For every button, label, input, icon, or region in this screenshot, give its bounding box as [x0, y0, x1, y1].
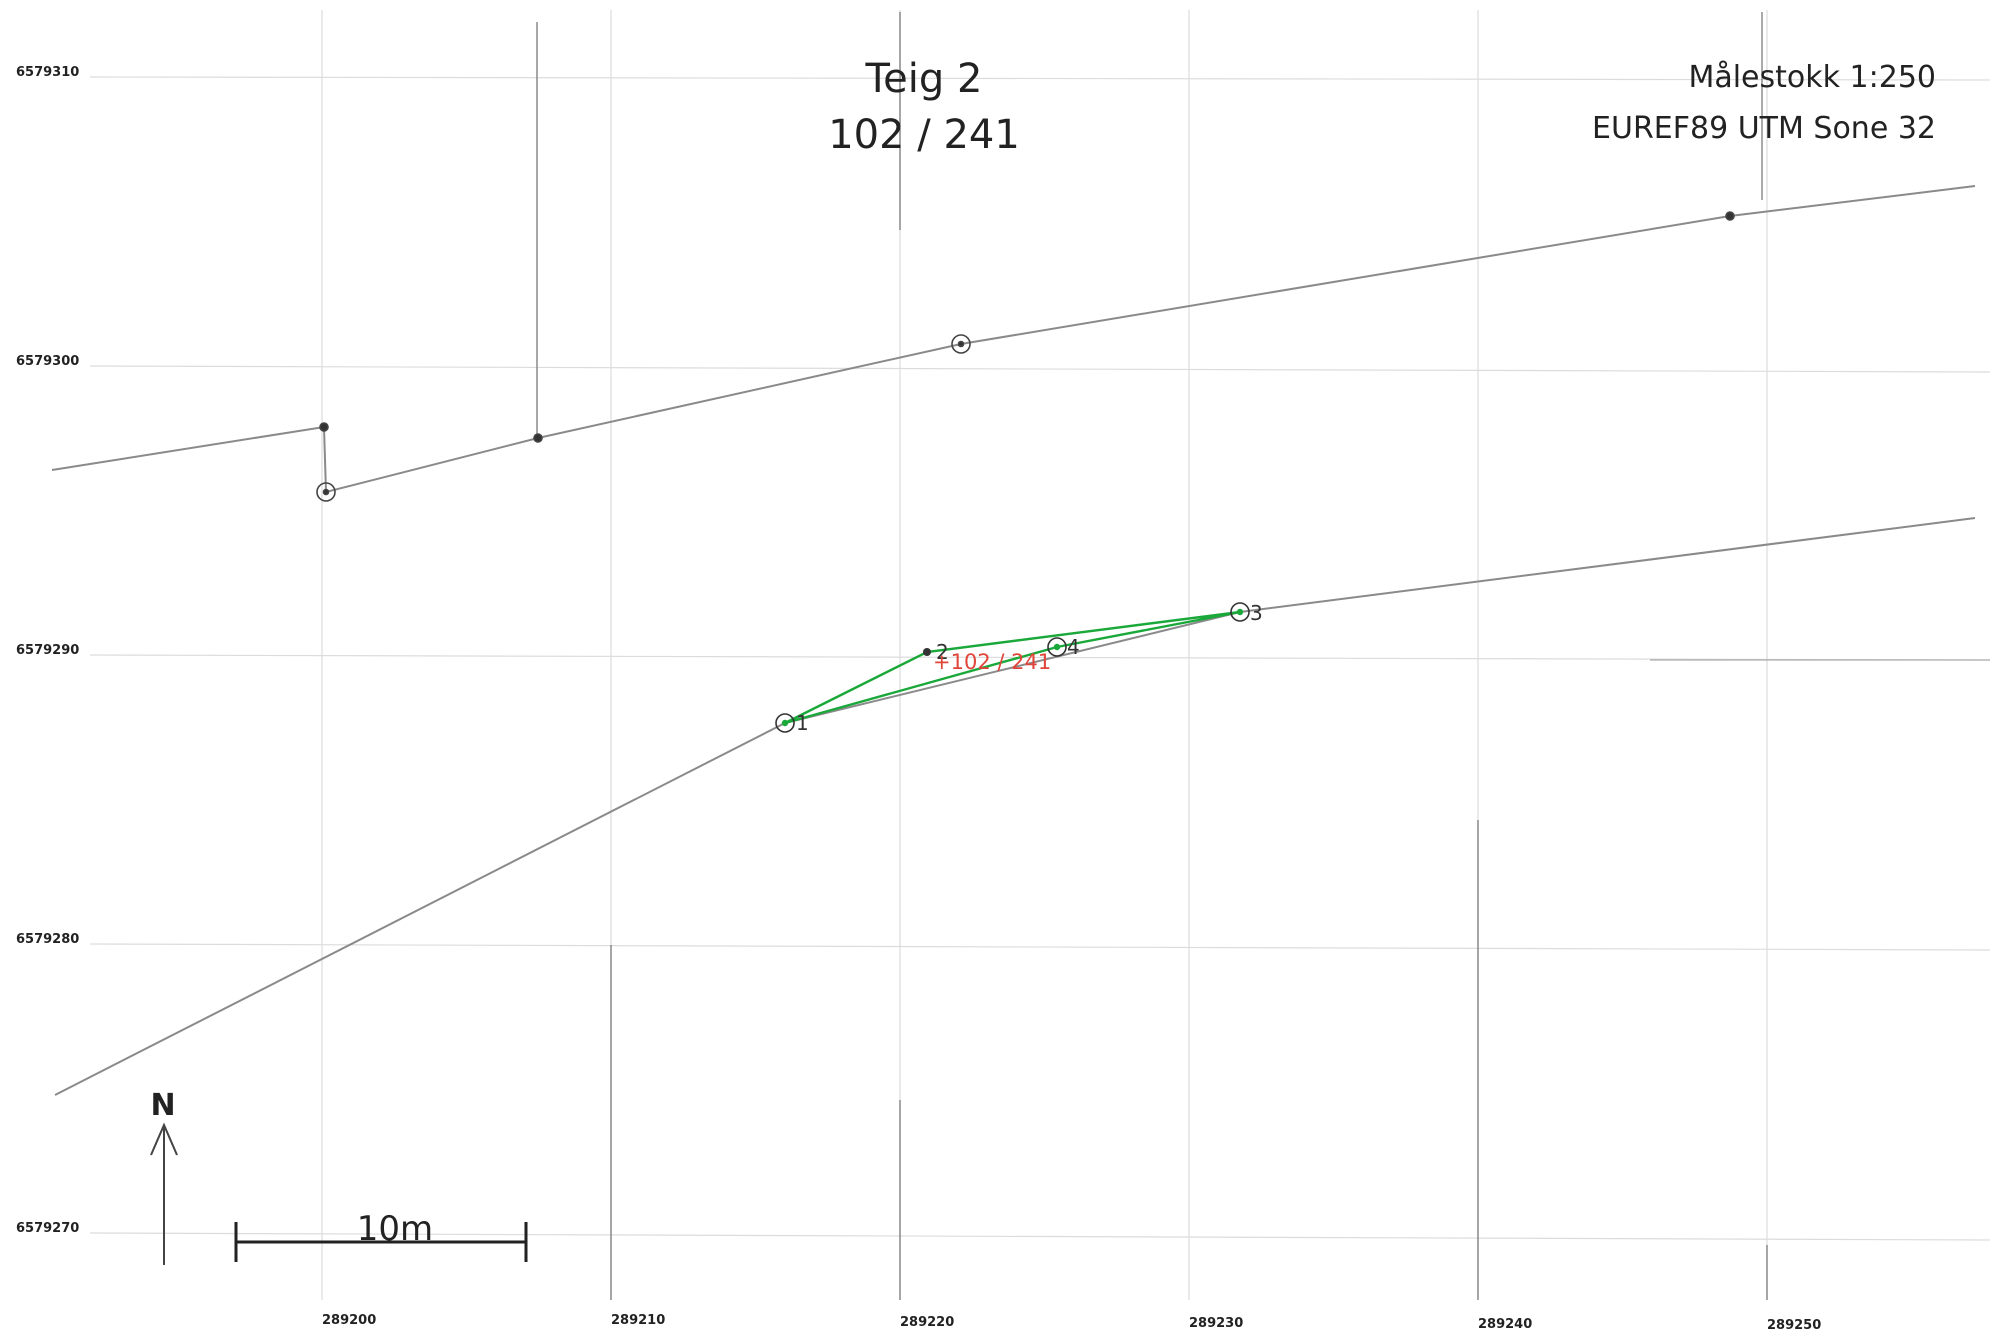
- scale-bar: 10m: [234, 1209, 528, 1262]
- y-tick-label: 6579310: [16, 65, 79, 80]
- y-tick-label: 6579270: [16, 1221, 79, 1236]
- x-tick-label: 289250: [1767, 1318, 1821, 1333]
- marker-ring: [316, 482, 336, 502]
- x-tick-label: 289230: [1189, 1316, 1243, 1331]
- parcel-id-label: +102 / 241: [933, 650, 1051, 674]
- boundary-markers: [316, 211, 1735, 502]
- x-tick-label: 289200: [322, 1313, 376, 1328]
- grid-line-h-6579290: [89, 654, 1991, 661]
- marker-ring: [951, 334, 971, 354]
- x-axis-labels: 289200 289210 289220 289230 289240 28925…: [322, 1313, 1821, 1333]
- x-tick-label: 289210: [611, 1313, 665, 1328]
- grid-line-h-6579310: [89, 76, 1991, 81]
- grid-line-h-6579300: [89, 365, 1991, 373]
- x-tick-label: 289240: [1478, 1317, 1532, 1332]
- parcel-point-label: 2: [936, 640, 949, 664]
- parcel-point-4-ring[interactable]: [1047, 637, 1067, 657]
- scale-bar-label: 10m: [357, 1209, 433, 1249]
- parcel-point-label: 4: [1067, 635, 1080, 659]
- crs-text: EUREF89 UTM Sone 32: [1592, 111, 1936, 146]
- y-tick-label: 6579280: [16, 932, 79, 947]
- grid-line-h-6579280: [89, 943, 1991, 951]
- north-label: N: [150, 1088, 175, 1123]
- y-axis-labels: 6579310 6579300 6579290 6579280 6579270: [16, 65, 79, 1236]
- parcel-point-1-ring[interactable]: [775, 713, 795, 733]
- parcel-point-3-ring[interactable]: [1230, 602, 1250, 622]
- map-title: Teig 2: [865, 56, 983, 102]
- property-boundaries: [51, 22, 1976, 1096]
- boundary-line-north: [51, 185, 1976, 494]
- marker-dot: [533, 433, 543, 443]
- grid-line-h-6579270: [89, 1232, 1991, 1241]
- north-arrow: N: [150, 1088, 178, 1265]
- boundary-line-south: [54, 517, 1976, 1096]
- marker-dot: [1725, 211, 1735, 221]
- parcel-point-label: 1: [796, 711, 809, 735]
- y-tick-label: 6579290: [16, 643, 79, 658]
- parcel-polygon[interactable]: 1 2 3 4 +102 / 241: [775, 601, 1263, 735]
- x-tick-label: 289220: [900, 1315, 954, 1330]
- marker-dot: [319, 422, 329, 432]
- y-tick-label: 6579300: [16, 354, 79, 369]
- scale-text: Målestokk 1:250: [1688, 60, 1936, 95]
- parcel-point-2-dot[interactable]: [923, 648, 931, 656]
- parcel-point-label: 3: [1250, 601, 1263, 625]
- parcel-number: 102 / 241: [828, 112, 1020, 158]
